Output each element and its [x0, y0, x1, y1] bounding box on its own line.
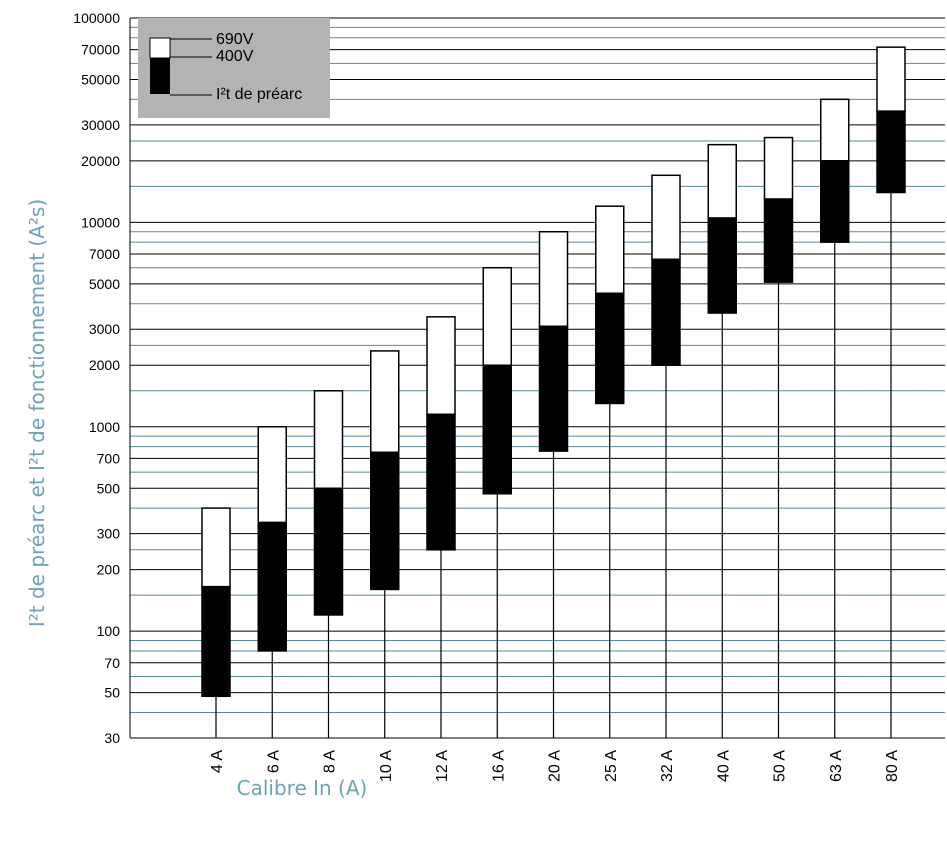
y-tick-label: 50000	[81, 72, 120, 88]
y-tick-label: 3000	[89, 321, 120, 337]
y-tick-label: 100000	[73, 10, 120, 26]
bar-690v	[595, 205, 625, 295]
x-tick-label: 4 A	[209, 750, 226, 773]
y-tick-label: 100	[97, 623, 121, 639]
range-bars	[201, 46, 906, 698]
y-tick-label: 10000	[81, 214, 120, 230]
bar-690v	[201, 507, 231, 588]
bar-400v	[651, 258, 681, 366]
y-tick-label: 50	[104, 685, 120, 701]
x-tick-label: 63 A	[828, 750, 845, 782]
bar-400v	[426, 413, 456, 551]
bar-690v	[538, 230, 569, 328]
bar-690v	[707, 143, 737, 219]
x-tick-label: 50 A	[772, 750, 789, 782]
x-tick-label: 6 A	[265, 750, 282, 773]
bar-400v	[876, 110, 906, 194]
x-tick-label: 20 A	[547, 750, 564, 782]
x-tick-label: 12 A	[434, 750, 451, 782]
legend-label-400v: 400V	[216, 48, 254, 65]
x-tick-label: 40 A	[715, 750, 732, 782]
bar-400v	[257, 521, 287, 652]
bar-400v	[763, 198, 794, 283]
y-tick-label: 70000	[81, 42, 120, 58]
bar-690v	[876, 46, 906, 112]
y-tick-label: 5000	[89, 276, 120, 292]
x-tick-label: 25 A	[603, 750, 620, 782]
bar-400v	[707, 217, 737, 314]
legend: 690V 400V I²t de préarc	[138, 18, 330, 118]
y-tick-label: 1000	[89, 419, 120, 435]
x-tick-label: 16 A	[490, 750, 507, 782]
x-axis-title: Calibre In (A)	[237, 776, 368, 800]
legend-label-prearc: I²t de préarc	[216, 86, 302, 103]
bar-690v	[482, 266, 512, 366]
y-tick-label: 700	[97, 450, 121, 466]
y-tick-label: 30000	[81, 117, 120, 133]
bar-690v	[426, 316, 456, 416]
bar-690v	[651, 174, 681, 261]
legend-swatch-690v	[149, 37, 171, 59]
bar-690v	[820, 98, 850, 162]
bar-400v	[201, 585, 231, 698]
legend-swatch-400v	[150, 58, 170, 94]
y-tick-label: 2000	[89, 357, 120, 373]
x-tick-label: 32 A	[659, 750, 676, 782]
x-tick-labels: 4 A 6 A 8 A 10 A 12 A 16 A 20 A 25 A 32 A 40 A 50 …	[209, 750, 901, 782]
bar-690v	[313, 390, 344, 490]
x-tick-label: 8 A	[322, 750, 339, 773]
bar-400v	[482, 364, 512, 495]
y-axis-title: I²t de préarc et I²t de fonctionnement (…	[25, 199, 49, 627]
bar-400v	[595, 292, 625, 405]
bar-400v	[370, 451, 400, 591]
bar-690v	[370, 350, 400, 454]
bar-690v	[763, 136, 794, 200]
x-tick-label: 80 A	[884, 750, 901, 782]
legend-label-690v: 690V	[216, 31, 254, 48]
bar-400v	[820, 160, 850, 243]
y-tick-label: 7000	[89, 246, 120, 262]
y-tick-label: 70	[104, 655, 120, 671]
bar-400v	[313, 487, 344, 616]
y-tick-label: 30	[104, 730, 120, 746]
bar-400v	[538, 325, 569, 452]
y-tick-label: 200	[97, 562, 121, 578]
y-tick-labels: 30 50 70 100 200 300 500 700 1000 2000 3000 5000 700…	[73, 10, 120, 746]
y-tick-label: 500	[97, 480, 121, 496]
bar-690v	[257, 426, 287, 524]
whisker-lines	[215, 192, 892, 738]
y-tick-label: 300	[97, 526, 121, 542]
y-tick-label: 20000	[81, 153, 120, 169]
x-tick-label: 10 A	[378, 750, 395, 782]
